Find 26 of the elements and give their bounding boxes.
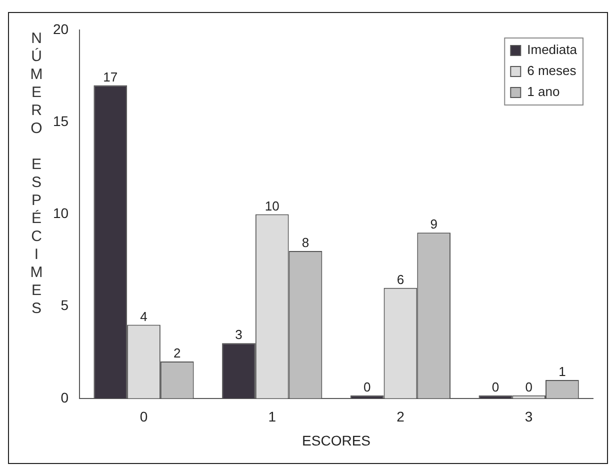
x-tick-label: 0 (140, 408, 148, 425)
x-tick-label: 2 (396, 408, 405, 425)
data-label: 2 (174, 346, 181, 361)
data-label: 0 (525, 379, 532, 394)
y-tick-label: 5 (60, 297, 69, 314)
y-tick-label: 15 (52, 112, 69, 129)
legend-label: 1 ano (527, 84, 560, 100)
y-tick-label: 0 (60, 389, 69, 406)
data-label: 0 (363, 379, 371, 394)
x-tick-label: 1 (268, 408, 276, 425)
data-label: 3 (235, 327, 242, 342)
legend-label: Imediata (527, 42, 578, 58)
data-label: 8 (302, 235, 310, 250)
data-label: 0 (492, 379, 500, 394)
y-tick-label: 20 (52, 20, 69, 37)
data-label: 1 (558, 364, 566, 380)
legend-label: 6 meses (527, 63, 577, 78)
data-label: 10 (264, 198, 280, 214)
data-label: 9 (430, 216, 438, 232)
data-label: 6 (396, 272, 404, 287)
y-tick-label: 10 (52, 205, 69, 222)
x-tick-label: 3 (524, 408, 533, 425)
data-label: 17 (103, 69, 118, 84)
x-axis-title: ESCORES (302, 432, 371, 448)
data-label: 4 (140, 308, 148, 324)
y-axis-title: NÚMERO ESPÉCIMES (28, 30, 45, 318)
